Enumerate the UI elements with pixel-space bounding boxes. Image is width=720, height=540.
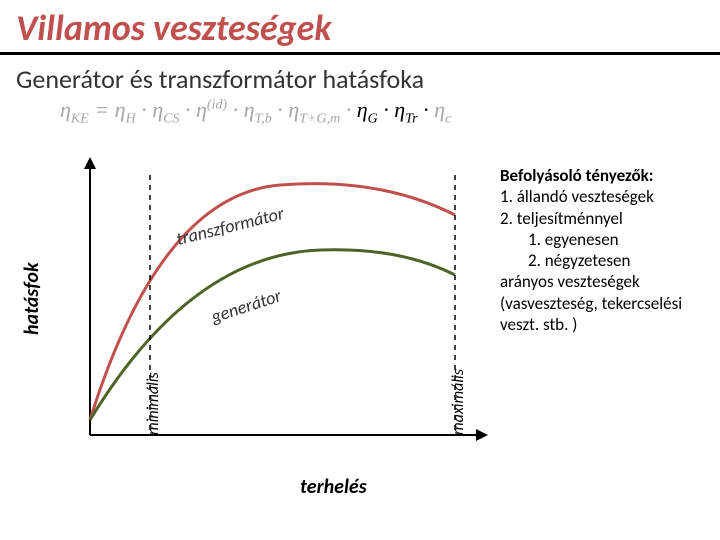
subtitle: Generátor és transzformátor hatásfoka bbox=[0, 55, 720, 97]
side-sublist-item: 1. egyenesen bbox=[528, 229, 710, 250]
vline-label: maximális bbox=[449, 369, 468, 435]
side-heading: Befolyásoló tényezők: bbox=[500, 165, 710, 186]
side-list: 1. állandó veszteségek2. teljesítménnyel bbox=[500, 186, 710, 229]
x-axis-label: terhelés bbox=[300, 475, 367, 499]
side-text: Befolyásoló tényezők: 1. állandó vesztes… bbox=[500, 165, 710, 335]
y-axis-label: hatásfok bbox=[20, 262, 44, 335]
side-list-item: 1. állandó veszteségek bbox=[500, 186, 710, 207]
side-tail: arányos veszteségek (vasveszteség, teker… bbox=[500, 271, 710, 335]
side-sublist-item: 2. négyzetesen bbox=[528, 250, 710, 271]
title-bar: Villamos veszteségek bbox=[0, 0, 720, 55]
vline-label: minimális bbox=[144, 372, 163, 435]
side-list-item: 2. teljesítménnyel bbox=[500, 208, 710, 229]
side-sublist: 1. egyenesen2. négyzetesen bbox=[500, 229, 710, 272]
page-title: Villamos veszteségek bbox=[16, 6, 704, 50]
formula: ηKE = ηH · ηCS · η(id) · ηT,b · ηT+G,m ·… bbox=[0, 97, 720, 131]
chart-svg bbox=[60, 155, 490, 465]
chart-area: hatásfok terhelés transzformátorgeneráto… bbox=[20, 155, 500, 495]
